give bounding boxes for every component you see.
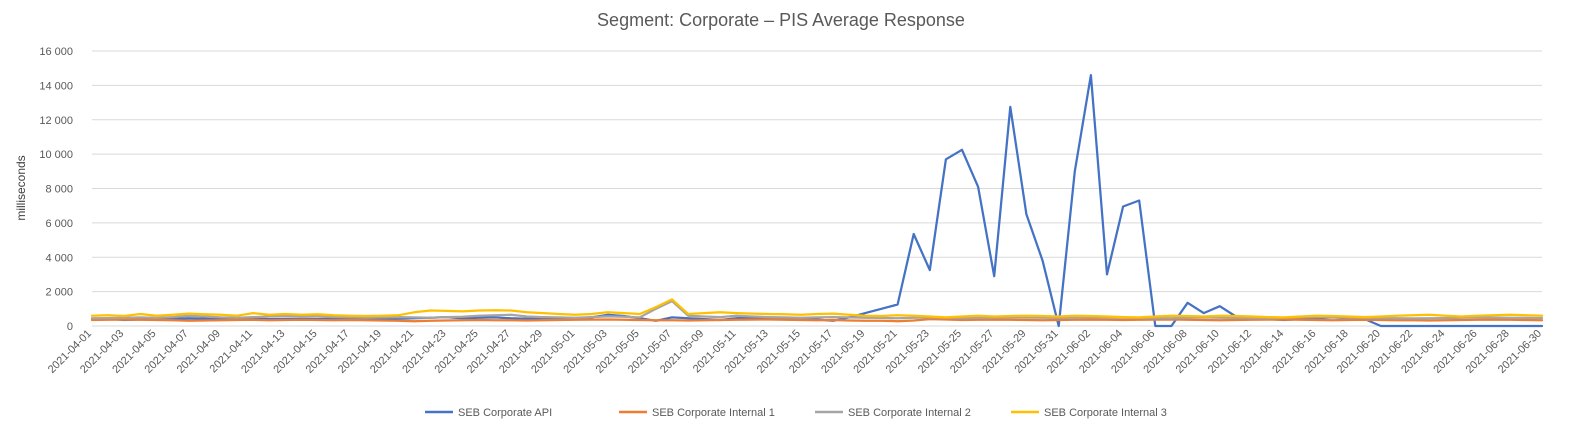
y-tick-label: 16 000: [39, 46, 73, 58]
legend-label-1: SEB Corporate Internal 1: [652, 407, 775, 419]
legend-label-2: SEB Corporate Internal 2: [848, 407, 971, 419]
chart-title: Segment: Corporate – PIS Average Respons…: [597, 10, 965, 30]
y-axis-ticks: 0 2 000 4 000 6 000 8 000 10 000 12 000 14 000 1…: [39, 46, 73, 333]
y-tick-label: 10 000: [39, 149, 73, 161]
series-line-1: [90, 317, 1544, 323]
y-tick-label: 12 000: [39, 115, 73, 127]
legend-label-0: SEB Corporate API: [458, 407, 552, 419]
y-tick-label: 14 000: [39, 80, 73, 92]
legend-label-3: SEB Corporate Internal 3: [1044, 407, 1167, 419]
legend: SEB Corporate API SEB Corporate Internal …: [425, 407, 1167, 419]
x-axis-ticks: 2021-04-012021-04-032021-04-052021-04-07…: [46, 328, 1544, 376]
y-tick-label: 0: [67, 321, 73, 333]
y-axis-label: milliseconds: [14, 155, 28, 220]
y-tick-label: 8 000: [45, 184, 73, 196]
y-tick-label: 4 000: [45, 252, 73, 264]
series-line-3: [90, 298, 1544, 319]
gridlines: [92, 50, 1542, 327]
series-line-0: [90, 73, 1544, 328]
y-tick-label: 2 000: [45, 287, 73, 299]
series-lines: [90, 73, 1544, 328]
y-tick-label: 6 000: [45, 218, 73, 230]
